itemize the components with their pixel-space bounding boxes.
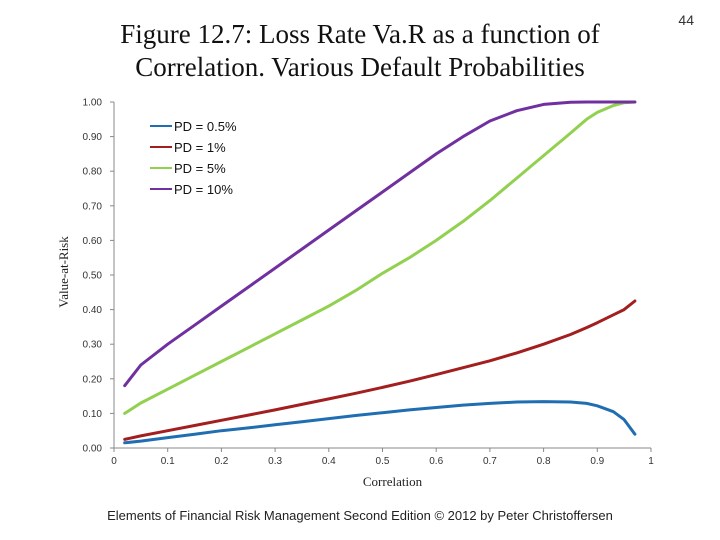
y-tick-label: 0.90	[83, 132, 103, 143]
legend-label-3: PD = 5%	[174, 161, 226, 176]
legend-label-1: PD = 0.5%	[174, 119, 237, 134]
slide-title: Figure 12.7: Loss Rate Va.R as a functio…	[50, 18, 670, 84]
x-tick-label: 0.2	[214, 456, 228, 467]
series-line-1	[123, 400, 637, 445]
slide-title-line-1: Figure 12.7: Loss Rate Va.R as a functio…	[120, 19, 600, 49]
legend-label-4: PD = 10%	[174, 182, 233, 197]
y-tick-label: 0.80	[83, 167, 103, 178]
y-axis-title: Value-at-Risk	[56, 236, 71, 308]
series-line-3	[123, 100, 637, 415]
series-line-4	[123, 100, 637, 388]
y-tick-label: 0.20	[83, 374, 103, 385]
x-tick-label: 0.5	[376, 456, 390, 467]
legend-label-2: PD = 1%	[174, 140, 226, 155]
y-tick-label: 0.40	[83, 305, 103, 316]
y-tick-label: 0.10	[83, 409, 103, 420]
x-tick-label: 0.3	[268, 456, 282, 467]
y-tick-label: 0.70	[83, 201, 103, 212]
x-tick-label: 1	[648, 456, 654, 467]
series-line-2	[123, 299, 637, 441]
x-axis-title: Correlation	[363, 474, 423, 489]
page-number: 44	[678, 12, 694, 28]
x-tick-label: 0.1	[161, 456, 175, 467]
y-tick-label: 0.00	[83, 444, 103, 455]
x-tick-label: 0.6	[429, 456, 443, 467]
footer-credit: Elements of Financial Risk Management Se…	[107, 508, 613, 523]
x-tick-label: 0.4	[322, 456, 336, 467]
x-tick-label: 0.9	[590, 456, 604, 467]
x-tick-label: 0.8	[537, 456, 551, 467]
y-tick-label: 0.30	[83, 340, 103, 351]
x-tick-label: 0	[111, 456, 117, 467]
x-tick-label: 0.7	[483, 456, 497, 467]
y-tick-label: 0.60	[83, 236, 103, 247]
y-tick-label: 1.00	[83, 98, 103, 109]
y-tick-label: 0.50	[83, 271, 103, 282]
slide-title-line-2: Correlation. Various Default Probabiliti…	[135, 52, 585, 82]
